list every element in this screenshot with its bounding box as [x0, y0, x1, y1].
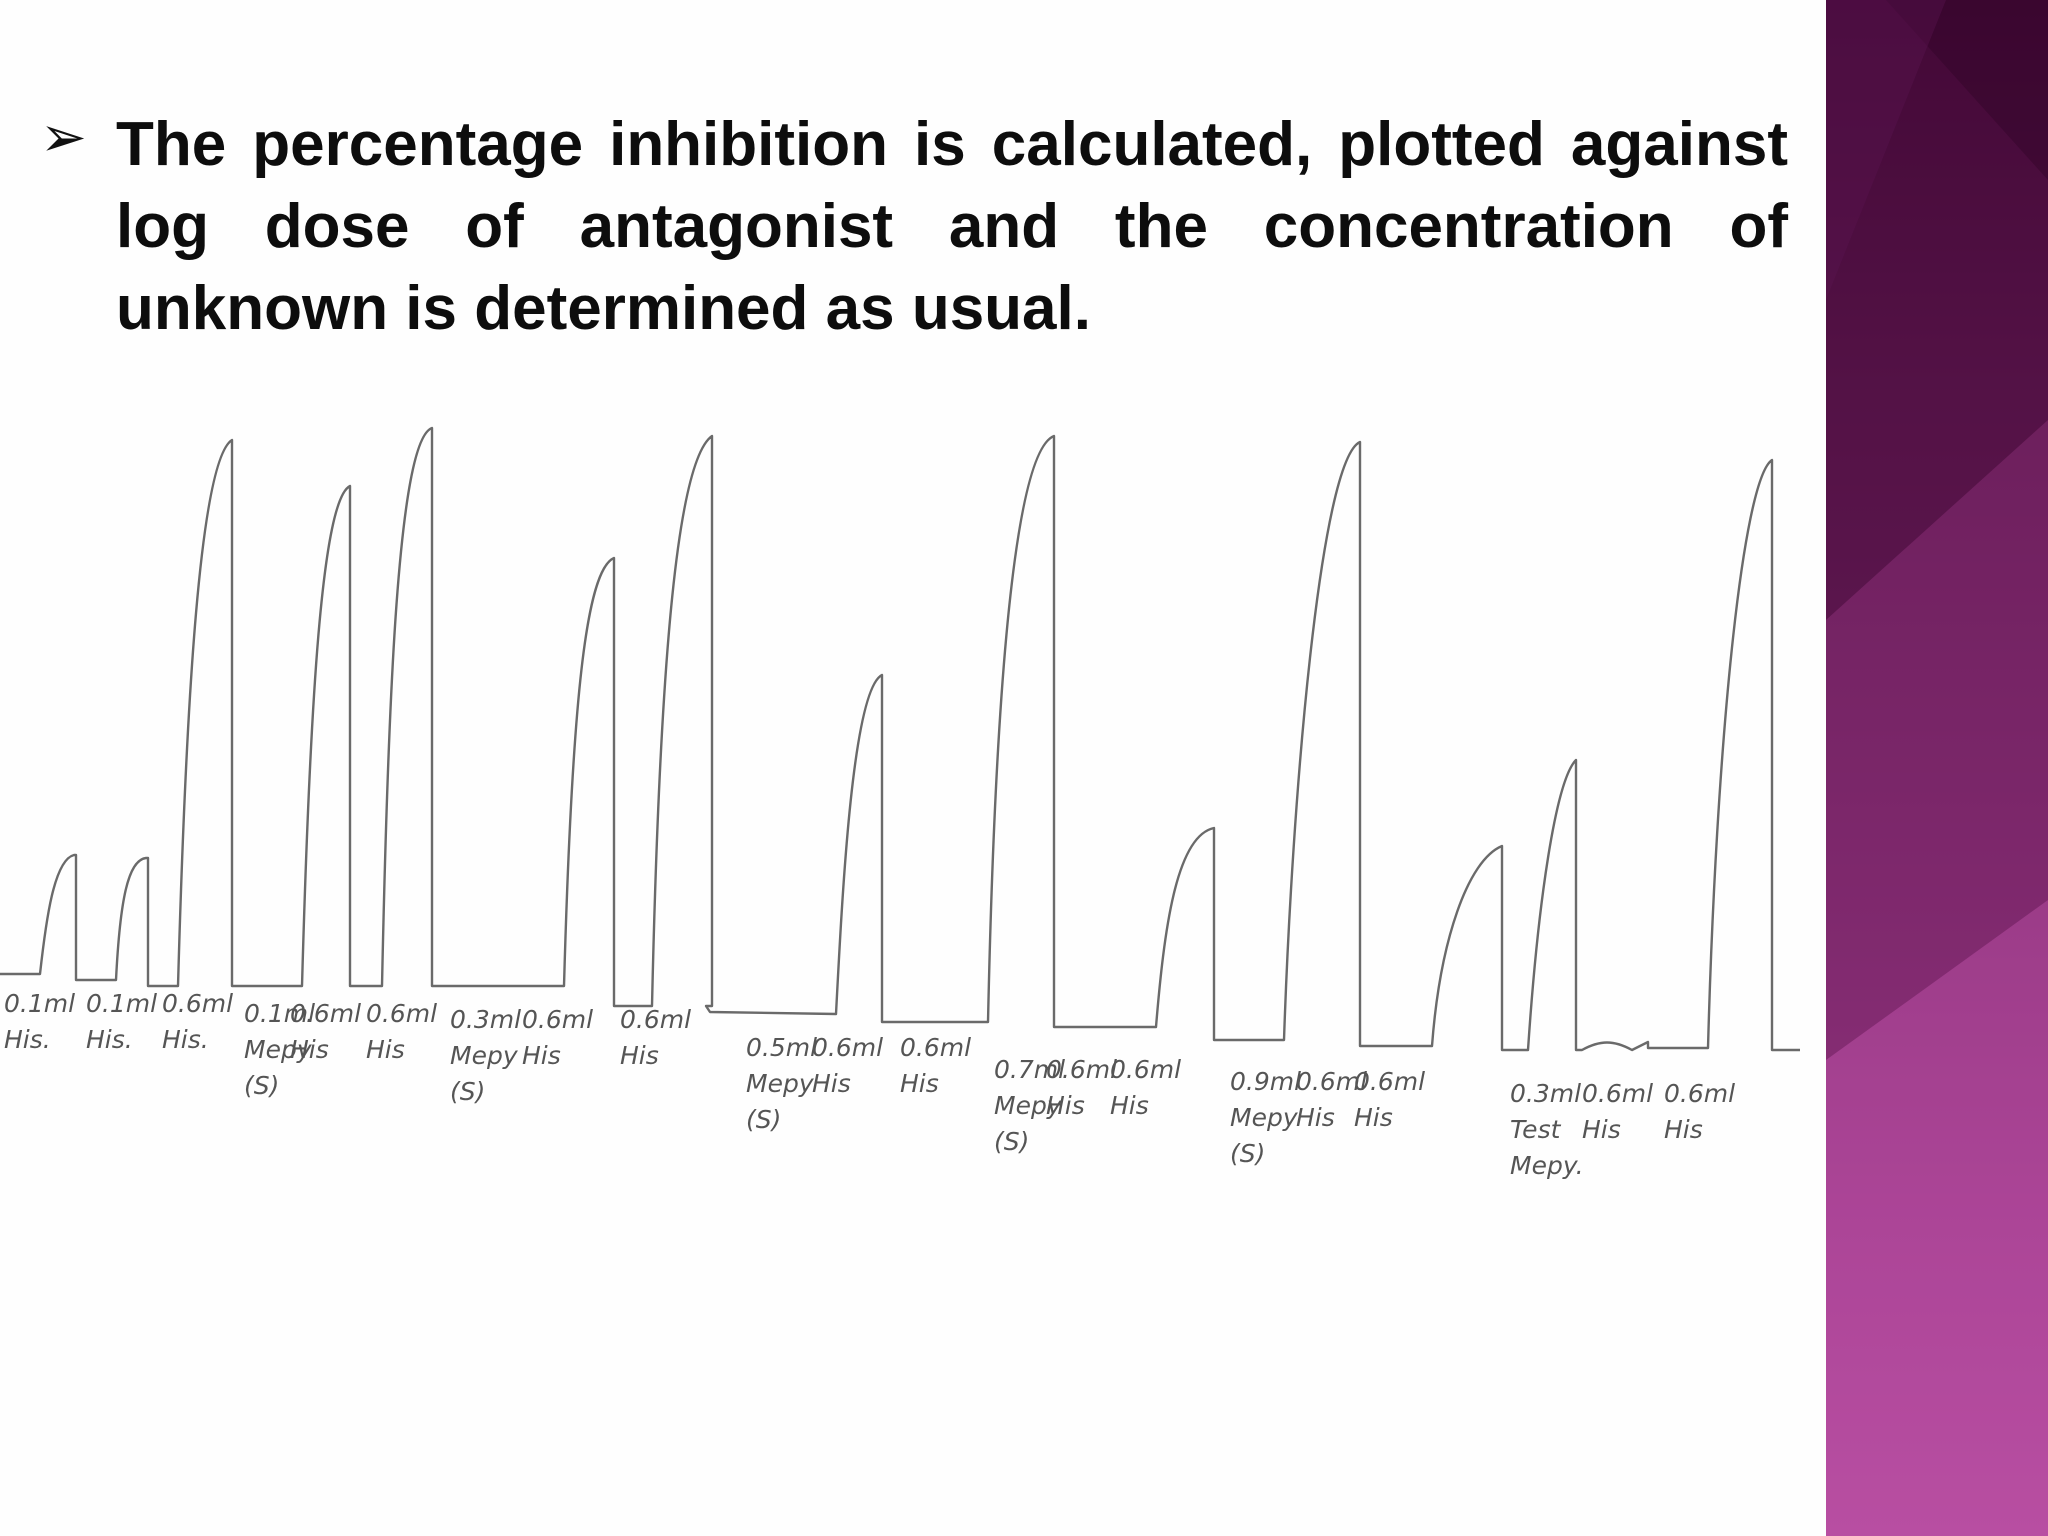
dose-label-line: His: [522, 1041, 561, 1070]
dose-label: 0.6ml His: [812, 1033, 883, 1098]
dose-label: 0.6ml His: [1046, 1055, 1117, 1120]
dose-label-line: His.: [162, 1025, 209, 1054]
slide-canvas: ➢ The percentage inhibition is calculate…: [0, 105, 1800, 1240]
dose-label-line: (S): [244, 1071, 279, 1100]
dose-label-line: 0.5ml: [746, 1033, 817, 1062]
kymograph-recording: 0.1ml His. 0.1ml His. 0.6ml His. 0.1ml Mepy (S) 0…: [0, 400, 1800, 1240]
dose-label: 0.6ml His: [366, 999, 437, 1064]
dose-label-line: (S): [1230, 1139, 1265, 1168]
dose-label: 0.9ml Mepy (S): [1230, 1067, 1301, 1168]
dose-label-line: 0.6ml: [1354, 1067, 1425, 1096]
dose-label: 0.6ml His: [1296, 1067, 1367, 1132]
dose-label-line: Mepy: [244, 1035, 313, 1064]
dose-label-line: His: [290, 1035, 329, 1064]
response-trace: [0, 426, 1800, 1052]
dose-label: 0.5ml Mepy (S): [746, 1033, 817, 1134]
dose-label-line: His: [1354, 1103, 1393, 1132]
dose-label-line: 0.6ml: [522, 1005, 593, 1034]
dose-label-line: His: [1296, 1103, 1335, 1132]
dose-label-line: (S): [994, 1127, 1029, 1156]
dose-label-line: Mepy: [1230, 1103, 1299, 1132]
dose-label-line: 0.7ml: [994, 1055, 1065, 1084]
dose-label: 0.1ml His.: [86, 989, 157, 1054]
dose-label: 0.6ml His: [290, 999, 361, 1064]
dose-label-line: 0.6ml: [1296, 1067, 1367, 1096]
dose-label-line: His: [620, 1041, 659, 1070]
dose-label-line: 0.3ml: [1510, 1079, 1581, 1108]
dose-label-line: 0.6ml: [620, 1005, 691, 1034]
dose-label-line: His: [900, 1069, 939, 1098]
dose-label: 0.6ml His: [1582, 1079, 1653, 1144]
dose-label-line: 0.9ml: [1230, 1067, 1301, 1096]
arrow-bullet-icon: ➢: [40, 105, 87, 170]
dose-label: 0.3ml Test Mepy.: [1510, 1079, 1584, 1180]
dose-label-line: Mepy: [746, 1069, 815, 1098]
dose-label: 0.6ml His: [522, 1005, 593, 1070]
dose-label-line: 0.1ml: [4, 989, 75, 1018]
dose-label: 0.6ml His: [620, 1005, 691, 1070]
dose-label-line: 0.6ml: [1046, 1055, 1117, 1084]
dose-label: 0.6ml His: [1354, 1067, 1425, 1132]
decorative-sidebar: [1826, 0, 2048, 1536]
dose-label: 0.6ml His.: [162, 989, 233, 1054]
dose-label-line: Mepy: [450, 1041, 519, 1070]
dose-label-line: 0.1ml: [244, 999, 315, 1028]
dose-label-line: 0.6ml: [812, 1033, 883, 1062]
dose-label-line: 0.6ml: [162, 989, 233, 1018]
dose-label-line: His.: [86, 1025, 133, 1054]
dose-label-line: 0.6ml: [1664, 1079, 1735, 1108]
dose-label-line: His: [1664, 1115, 1703, 1144]
dose-label-line: Test: [1510, 1115, 1562, 1144]
dose-label-line: (S): [450, 1077, 485, 1106]
recording-drawing: 0.1ml His.0.1ml His.0.6ml His.0.1ml Mepy (S)0…: [0, 426, 1800, 1180]
dose-label-line: 0.6ml: [900, 1033, 971, 1062]
dose-label-line: His: [1046, 1091, 1085, 1120]
dose-label-line: 0.3ml: [450, 1005, 521, 1034]
dose-label: 0.1ml Mepy (S): [244, 999, 315, 1100]
dose-label-line: Mepy: [994, 1091, 1063, 1120]
dose-label-line: 0.6ml: [1582, 1079, 1653, 1108]
dose-label-line: 0.6ml: [1110, 1055, 1181, 1084]
dose-label: 0.6ml His: [900, 1033, 971, 1098]
dose-label-line: His: [366, 1035, 405, 1064]
dose-label-line: 0.1ml: [86, 989, 157, 1018]
facet-pattern-icon: [1826, 0, 2048, 1536]
dose-label-line: His: [812, 1069, 851, 1098]
bullet-text: The percentage inhibition is calculated,…: [116, 110, 1788, 343]
dose-label: 0.3ml Mepy (S): [450, 1005, 521, 1106]
dose-label-line: 0.6ml: [366, 999, 437, 1028]
dose-label-line: His: [1582, 1115, 1621, 1144]
dose-label: 0.6ml His: [1110, 1055, 1181, 1120]
dose-label-line: His: [1110, 1091, 1149, 1120]
dose-label-line: Mepy.: [1510, 1151, 1584, 1180]
dose-label-line: His.: [4, 1025, 51, 1054]
dose-label: 0.7ml Mepy (S): [994, 1055, 1065, 1156]
dose-label: 0.6ml His: [1664, 1079, 1735, 1144]
dose-label-line: 0.6ml: [290, 999, 361, 1028]
dose-label-line: (S): [746, 1105, 781, 1134]
dose-label: 0.1ml His.: [4, 989, 75, 1054]
